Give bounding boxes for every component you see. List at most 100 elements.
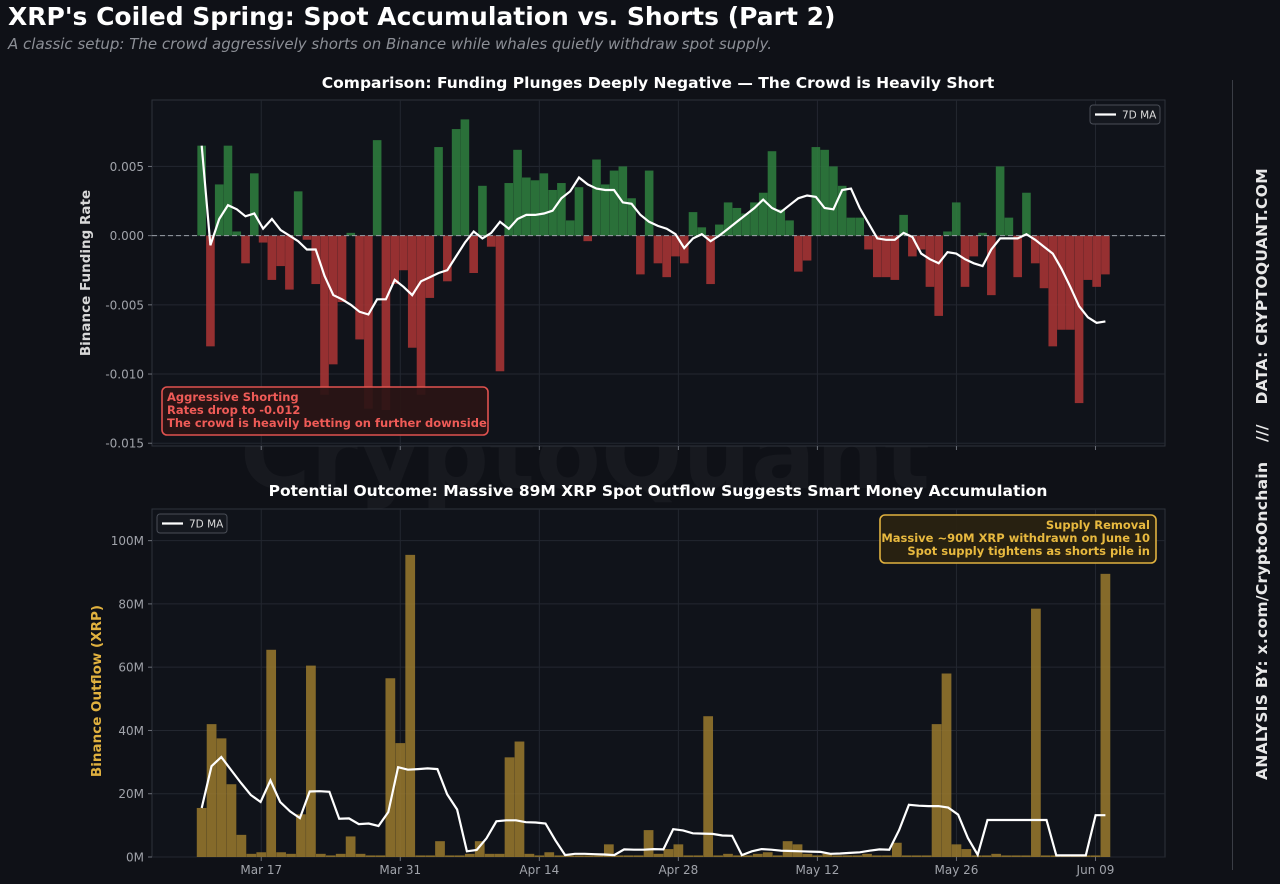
bar xyxy=(715,224,724,236)
bar xyxy=(355,853,366,857)
bar xyxy=(1100,573,1111,857)
bar xyxy=(1066,235,1075,330)
bar xyxy=(785,220,794,236)
bar xyxy=(603,844,614,857)
bar xyxy=(960,235,970,287)
annotation-line: Rates drop to -0.012 xyxy=(167,403,300,417)
bar xyxy=(574,187,584,236)
bar xyxy=(266,649,277,857)
x-tick-label: Apr 14 xyxy=(519,863,559,877)
bar xyxy=(557,183,566,236)
annotation-line: Massive ~90M XRP withdrawn on June 10 xyxy=(881,531,1150,545)
bar xyxy=(311,235,321,285)
bar xyxy=(256,852,267,857)
bar xyxy=(673,844,684,857)
bar xyxy=(258,235,268,243)
bar xyxy=(633,855,644,857)
supply-annotation: Supply Removal Massive ~90M XRP withdraw… xyxy=(879,514,1157,564)
bar xyxy=(381,235,391,411)
y-tick-label: 0M xyxy=(126,851,144,865)
bar xyxy=(663,849,674,857)
x-tick-label: May 12 xyxy=(795,863,839,877)
bar xyxy=(934,235,943,316)
bar xyxy=(1013,235,1022,278)
bar xyxy=(223,145,233,236)
bar xyxy=(1040,855,1051,857)
y-axis-label: Binance Funding Rate xyxy=(78,190,94,356)
y-tick-label: -0.005 xyxy=(105,298,144,312)
bar xyxy=(683,855,694,857)
bar xyxy=(1004,217,1014,236)
x-tick-label: Mar 31 xyxy=(379,863,421,877)
bar xyxy=(232,231,242,236)
bar xyxy=(328,235,338,365)
bar xyxy=(451,129,461,236)
bar xyxy=(1001,855,1011,857)
bar xyxy=(820,149,829,236)
bar xyxy=(613,855,624,857)
bar xyxy=(776,209,786,236)
bar xyxy=(504,183,514,236)
bar xyxy=(337,235,347,303)
bar xyxy=(395,743,406,857)
bar xyxy=(469,235,478,273)
bar xyxy=(1021,855,1031,857)
bar xyxy=(782,841,793,857)
bar xyxy=(293,191,303,236)
bar xyxy=(812,855,823,857)
bar xyxy=(758,192,768,236)
bar xyxy=(296,814,306,857)
bar xyxy=(741,213,750,236)
bar xyxy=(464,853,475,857)
bar xyxy=(855,217,865,236)
bar xyxy=(723,202,733,236)
bar xyxy=(671,235,680,257)
bar xyxy=(302,235,312,240)
bar xyxy=(981,855,992,857)
x-tick-label: Jun 09 xyxy=(1076,863,1115,877)
bar xyxy=(693,855,704,857)
bar xyxy=(961,849,972,857)
bar xyxy=(197,145,206,236)
legend-label: 7D MA xyxy=(1122,110,1157,122)
bar xyxy=(609,170,619,236)
bar xyxy=(544,852,555,857)
bar xyxy=(941,673,952,857)
bar xyxy=(822,853,833,857)
chart-title: Comparison: Funding Plunges Deeply Negat… xyxy=(322,74,995,92)
bar xyxy=(522,177,531,236)
legend: 7D MA xyxy=(156,513,228,534)
side-divider xyxy=(1232,80,1233,870)
y-tick-label: 100M xyxy=(111,534,144,548)
bar xyxy=(931,724,942,857)
bar xyxy=(644,170,654,236)
bar xyxy=(971,855,982,857)
bar xyxy=(365,855,376,857)
bar xyxy=(196,807,207,857)
annotation-line: Spot supply tightens as shorts pile in xyxy=(907,544,1150,558)
bar xyxy=(1039,235,1049,289)
bar xyxy=(594,855,604,857)
bar xyxy=(513,149,522,236)
y-tick-label: 60M xyxy=(118,661,144,675)
bar xyxy=(504,757,515,857)
bar xyxy=(1101,235,1110,275)
bar xyxy=(214,184,224,236)
bar xyxy=(315,853,326,857)
bar xyxy=(399,235,408,271)
bar xyxy=(1030,235,1040,264)
bar xyxy=(688,212,698,236)
bar xyxy=(524,853,535,857)
bar xyxy=(991,853,1002,857)
bar xyxy=(539,173,549,236)
bar xyxy=(460,119,470,236)
bar xyxy=(987,235,996,296)
bar xyxy=(951,202,961,236)
bar xyxy=(767,151,777,236)
x-tick-label: Mar 17 xyxy=(240,863,282,877)
bar xyxy=(236,834,247,857)
bar xyxy=(216,738,227,857)
spot-outflow-chart: Potential Outcome: Massive 89M XRP Spot … xyxy=(89,482,1166,877)
bar xyxy=(943,231,952,236)
bar xyxy=(434,147,443,236)
